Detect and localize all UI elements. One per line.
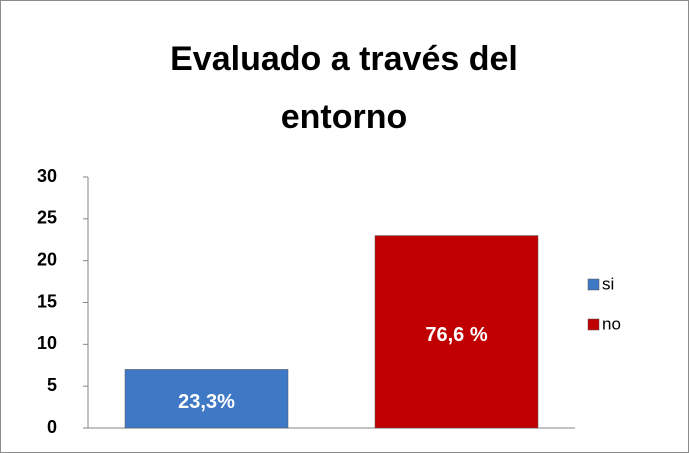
legend-swatch <box>587 318 600 331</box>
y-tick-label: 0 <box>47 417 57 437</box>
y-tick-label: 25 <box>37 208 57 228</box>
data-label: 23,3% <box>178 391 235 413</box>
y-tick-label: 10 <box>37 333 57 353</box>
data-label: 76,6 % <box>425 324 487 346</box>
legend-label: no <box>602 314 621 333</box>
y-tick-label: 20 <box>37 249 57 269</box>
y-tick-label: 15 <box>37 291 57 311</box>
legend-label: si <box>602 274 614 293</box>
legend-swatch <box>587 278 600 291</box>
chart-title: Evaluado a través del entorno <box>170 40 518 136</box>
bar <box>124 369 289 429</box>
y-tick-label: 5 <box>47 375 57 395</box>
y-tick-label: 30 <box>37 166 57 186</box>
bar <box>374 235 539 429</box>
